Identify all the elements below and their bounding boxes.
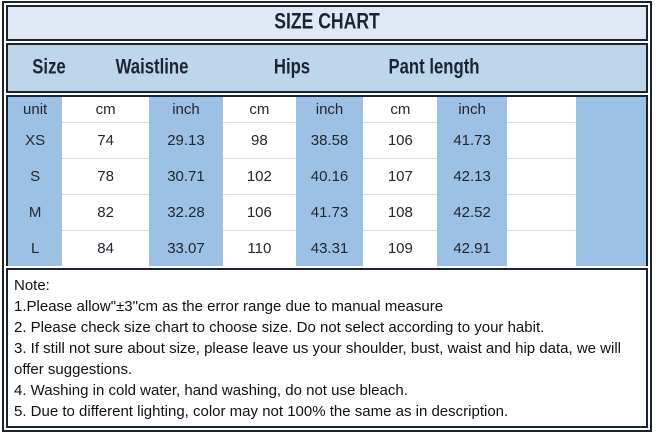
empty-cell xyxy=(506,158,577,195)
column-header-band: Size Waistline Hips Pant length xyxy=(6,42,648,93)
note-item-5: 5. Due to different lighting, color may … xyxy=(14,403,509,420)
empty-cell xyxy=(576,230,646,266)
size-cell: S xyxy=(8,158,63,195)
size-table-container: unit cm inch cm inch cm inch XS 74 29.13… xyxy=(6,95,648,266)
header-hips: Hips xyxy=(273,55,311,79)
value-cell: 40.16 xyxy=(295,158,364,195)
value-cell: 108 xyxy=(363,194,438,231)
value-cell: 43.31 xyxy=(295,230,364,266)
empty-cell xyxy=(506,230,577,266)
empty-cell xyxy=(506,194,577,231)
note-item-3: 3. If still not sure about size, please … xyxy=(14,340,622,378)
empty-cell xyxy=(576,97,646,123)
size-table: unit cm inch cm inch cm inch XS 74 29.13… xyxy=(8,97,646,266)
unit-cell: cm xyxy=(62,97,149,123)
value-cell: 107 xyxy=(363,158,438,195)
header-waistline: Waistline xyxy=(115,55,189,79)
size-cell: M xyxy=(8,194,63,231)
value-cell: 41.73 xyxy=(437,122,507,159)
unit-row: unit cm inch cm inch cm inch xyxy=(8,97,646,123)
size-cell: XS xyxy=(8,122,63,159)
table-row-l: L 84 33.07 110 43.31 109 42.91 xyxy=(8,230,646,266)
empty-cell xyxy=(506,97,577,123)
header-size: Size xyxy=(32,55,67,79)
unit-cell: cm xyxy=(363,97,438,123)
note-item-4: 4. Washing in cold water, hand washing, … xyxy=(14,382,408,399)
outer-frame: SIZE CHART Size Waistline Hips Pant leng… xyxy=(2,1,652,432)
empty-cell xyxy=(576,122,646,159)
value-cell: 106 xyxy=(363,122,438,159)
page-title: SIZE CHART xyxy=(274,9,380,35)
notes-section: Note: 1.Please allow"±3"cm as the error … xyxy=(6,268,648,428)
empty-cell xyxy=(576,158,646,195)
empty-cell xyxy=(576,194,646,231)
value-cell: 102 xyxy=(222,158,296,195)
table-row-s: S 78 30.71 102 40.16 107 42.13 xyxy=(8,158,646,195)
value-cell: 38.58 xyxy=(295,122,364,159)
size-cell: L xyxy=(8,230,63,266)
value-cell: 29.13 xyxy=(148,122,223,159)
value-cell: 74 xyxy=(62,122,149,159)
value-cell: 98 xyxy=(222,122,296,159)
value-cell: 109 xyxy=(363,230,438,266)
value-cell: 42.13 xyxy=(437,158,507,195)
value-cell: 82 xyxy=(62,194,149,231)
unit-cell: cm xyxy=(222,97,296,123)
value-cell: 106 xyxy=(222,194,296,231)
title-band: SIZE CHART xyxy=(6,5,648,41)
note-item-1: 1.Please allow"±3"cm as the error range … xyxy=(14,298,444,315)
header-pant-length: Pant length xyxy=(388,55,480,79)
empty-cell xyxy=(506,122,577,159)
value-cell: 32.28 xyxy=(148,194,223,231)
value-cell: 41.73 xyxy=(295,194,364,231)
value-cell: 30.71 xyxy=(148,158,223,195)
table-row-xs: XS 74 29.13 98 38.58 106 41.73 xyxy=(8,122,646,159)
unit-cell: inch xyxy=(148,97,223,123)
notes-heading: Note: xyxy=(14,277,50,294)
value-cell: 84 xyxy=(62,230,149,266)
unit-cell: inch xyxy=(295,97,364,123)
unit-label-cell: unit xyxy=(8,97,63,123)
unit-cell: inch xyxy=(437,97,507,123)
value-cell: 110 xyxy=(222,230,296,266)
value-cell: 42.52 xyxy=(437,194,507,231)
note-item-2: 2. Please check size chart to choose siz… xyxy=(14,319,545,336)
table-row-m: M 82 32.28 106 41.73 108 42.52 xyxy=(8,194,646,231)
value-cell: 33.07 xyxy=(148,230,223,266)
value-cell: 42.91 xyxy=(437,230,507,266)
value-cell: 78 xyxy=(62,158,149,195)
